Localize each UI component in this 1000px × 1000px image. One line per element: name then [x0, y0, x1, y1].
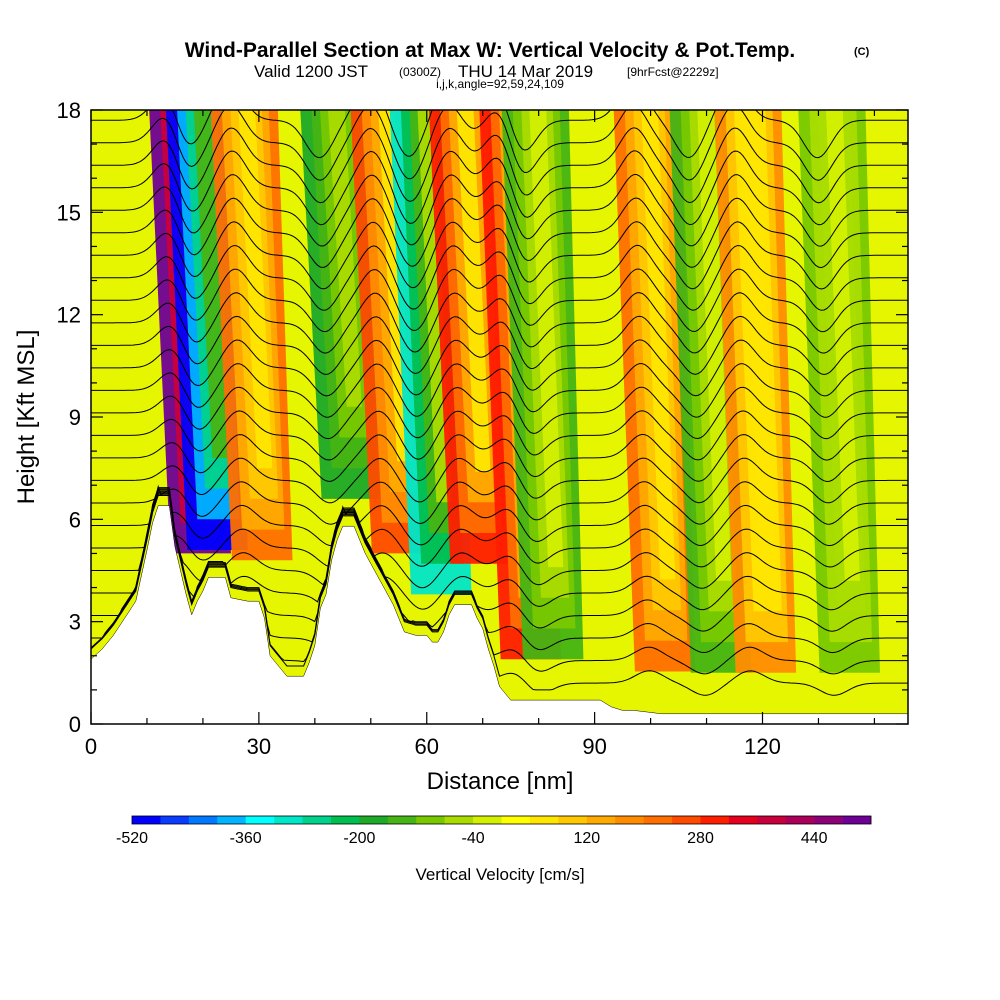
- colorbar-swatch: [330, 816, 360, 824]
- y-axis-ticks: 0 3 6 9 12 15 18: [57, 98, 908, 737]
- colorbar-swatch: [700, 816, 730, 824]
- velocity-band-layer: [742, 110, 776, 581]
- x-axis-ticks: 0 30 60 90 120: [85, 110, 876, 759]
- isentrope: [91, 244, 908, 311]
- copyright-mark: (C): [854, 46, 870, 58]
- isentrope: [91, 339, 908, 397]
- colorbar-tick-label: -520: [116, 830, 148, 847]
- velocity-band-layer: [193, 110, 228, 458]
- downdraft-band: [798, 110, 880, 673]
- isentrope: [91, 386, 908, 440]
- colorbar-swatch: [132, 816, 161, 824]
- y-tick-label: 9: [69, 405, 81, 430]
- terrain: [91, 505, 908, 724]
- colorbar-swatch: [160, 816, 190, 824]
- y-tick-label: 12: [57, 303, 81, 328]
- isentrope: [91, 363, 908, 418]
- colorbar-swatch: [558, 816, 588, 824]
- colorbar-swatch: [245, 816, 275, 824]
- x-tick-label: 0: [85, 734, 97, 759]
- velocity-band-layer: [456, 110, 491, 472]
- velocity-band-layer: [641, 110, 676, 580]
- colorbar-swatch: [529, 816, 559, 824]
- colorbar-ticks: -520 -360 -200 -40 120 280 440: [116, 830, 828, 847]
- x-tick-label: 30: [247, 734, 271, 759]
- colorbar-swatch: [188, 816, 218, 824]
- colorbar-swatch: [643, 816, 673, 824]
- velocity-band-layer: [529, 110, 564, 568]
- isentrope: [91, 487, 908, 547]
- colorbar-swatch: [359, 816, 389, 824]
- colorbar-tick-label: -360: [230, 830, 262, 847]
- subtitle-forecast: [9hrFcst@2229z]: [627, 65, 719, 79]
- colorbar-label: Vertical Velocity [cm/s]: [415, 865, 584, 884]
- y-tick-label: 0: [69, 712, 81, 737]
- colorbar-swatch: [444, 816, 474, 824]
- section-parameters: i,j,k,angle=92,59,24,109: [436, 77, 564, 91]
- isentrope: [91, 150, 908, 226]
- subtitle-utc: (0300Z): [399, 65, 441, 79]
- chart-title: Wind-Parallel Section at Max W: Vertical…: [185, 39, 796, 62]
- y-tick-label: 3: [69, 610, 81, 635]
- x-axis-label: Distance [nm]: [427, 768, 574, 795]
- x-tick-label: 90: [582, 734, 606, 759]
- colorbar-swatch: [842, 816, 872, 824]
- colorbar-tick-label: 120: [573, 830, 600, 847]
- colorbar-swatch: [416, 816, 445, 824]
- isentrope: [91, 489, 908, 589]
- subtitle-date: THU 14 Mar 2019: [458, 62, 593, 81]
- colorbar-frame: [131, 815, 872, 825]
- colorbar-swatch: [387, 816, 417, 824]
- colorbar-tick-label: -200: [343, 830, 375, 847]
- y-tick-label: 15: [57, 200, 81, 225]
- colorbar-tick-label: 280: [687, 830, 714, 847]
- colorbar-swatch: [785, 816, 815, 824]
- isentrope: [91, 433, 908, 483]
- colorbar-swatch: [814, 816, 843, 824]
- isentrope: [91, 292, 908, 354]
- isentrope: [91, 110, 908, 181]
- plot-area: [91, 110, 908, 724]
- y-tick-label: 18: [57, 98, 81, 123]
- colorbar-swatch: [501, 816, 531, 824]
- colorbar-swatch: [757, 816, 787, 824]
- isentrope: [91, 173, 908, 247]
- colorbar-swatch: [615, 816, 644, 824]
- colorbar-tick-label: 440: [801, 830, 828, 847]
- isentrope: [91, 127, 908, 204]
- isentrope: [91, 410, 908, 461]
- y-tick-label: 6: [69, 507, 81, 532]
- colorbar-swatch: [217, 816, 246, 824]
- isentrope: [91, 268, 908, 333]
- colorbar-swatch: [274, 816, 303, 824]
- isentrope: [91, 490, 908, 611]
- colorbar: [131, 815, 872, 825]
- subtitle-valid: Valid 1200 JST: [254, 62, 368, 81]
- x-tick-label: 60: [415, 734, 439, 759]
- colorbar-tick-label: -40: [462, 830, 485, 847]
- y-axis-label: Height [Kft MSL]: [13, 330, 40, 505]
- isentrope: [91, 197, 908, 269]
- isentrope: [91, 488, 908, 568]
- chart-subtitle: Valid 1200 JST (0300Z) THU 14 Mar 2019 […: [254, 62, 719, 81]
- x-tick-label: 120: [744, 734, 781, 759]
- downdraft-band: [501, 110, 584, 660]
- colorbar-swatch: [586, 816, 616, 824]
- isentrope: [91, 110, 908, 159]
- colorbar-swatch: [302, 816, 332, 824]
- colorbar-swatch: [728, 816, 758, 824]
- isentrope: [91, 457, 908, 504]
- isentrope: [91, 221, 908, 290]
- potential-temperature-contours: [91, 110, 908, 696]
- isentrope: [91, 481, 908, 525]
- isentrope: [91, 315, 908, 376]
- colorbar-swatch: [672, 816, 701, 824]
- colorbar-swatch: [473, 816, 502, 824]
